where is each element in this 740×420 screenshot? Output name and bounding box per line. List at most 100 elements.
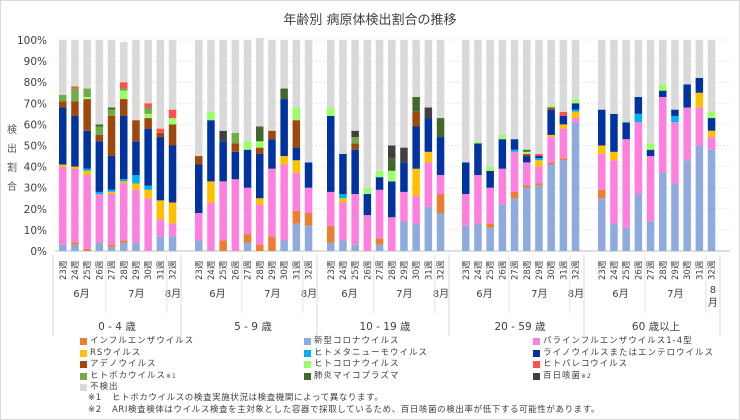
bar-segment-adeno: [195, 156, 203, 165]
y-tick-label: 60%: [24, 119, 47, 131]
bar-segment-parainfluenza: [510, 151, 519, 192]
bar-segment-none: [375, 40, 384, 171]
week-tick-label: 23週: [598, 260, 608, 280]
legend-label: インフルエンザウイルス: [90, 336, 195, 346]
bar-segment-mycoplasma: [523, 149, 531, 152]
week-tick-label: 26週: [363, 260, 373, 280]
age-group-label: 60 歳以上: [632, 321, 680, 333]
legend-label: ヒトパレコウイルス: [543, 359, 629, 369]
bar-segment-adeno: [231, 143, 240, 152]
bar-segment-parainfluenza: [547, 137, 555, 163]
bar-segment-rhino: [304, 162, 313, 188]
bar-segment-parainfluenza: [571, 118, 580, 123]
week-tick-label: 30週: [412, 260, 422, 280]
month-label: 6月: [341, 288, 357, 300]
legend-label: ヒトボカウイルス: [90, 370, 167, 381]
bar-segment-hcov: [547, 105, 555, 108]
bar-segment-influenza: [256, 244, 264, 251]
bar-segment-covid: [120, 242, 128, 251]
bar-segment-parainfluenza: [304, 187, 313, 214]
bar-segment-covid: [132, 242, 140, 251]
week-tick-label: 27週: [511, 260, 521, 280]
bar-segment-hcov: [168, 118, 177, 125]
bar-segment-adeno: [59, 101, 67, 108]
bar-segment-covid: [375, 244, 384, 251]
bar-segment-rhino: [107, 156, 116, 190]
legend-label: ヒトコロナウイルス: [314, 359, 400, 369]
bar-segment-parecho: [559, 111, 568, 116]
week-tick-label: 25週: [486, 260, 496, 280]
bar-segment-parainfluenza: [207, 202, 215, 251]
bar-segment-covid: [351, 244, 359, 251]
bar-segment-hcov: [83, 96, 91, 100]
bar-segment-covid: [523, 187, 531, 251]
bar-segment-none: [351, 40, 359, 131]
bar-segment-covid: [339, 240, 347, 251]
bar-segment-covid: [107, 246, 116, 251]
y-tick-label: 100%: [17, 35, 47, 47]
week-tick-label: 24週: [71, 260, 81, 280]
bar-segment-hcov: [256, 141, 264, 148]
bar-segment-parainfluenza: [610, 160, 618, 224]
bar-segment-rhino: [375, 177, 384, 190]
bar-segment-none: [71, 40, 79, 87]
bar-segment-rhino: [132, 141, 140, 176]
bar-segment-bocavirus: [351, 137, 359, 144]
age-group-label: 5 - 9 歳: [234, 321, 272, 333]
bar-segment-covid: [695, 145, 704, 251]
bar-segment-rs: [535, 160, 543, 167]
bar-segment-hcov: [144, 113, 152, 119]
y-tick-label: 80%: [24, 77, 47, 89]
bar-segment-none: [207, 40, 215, 112]
bar-segment-covid: [304, 225, 313, 251]
week-tick-label: 25週: [219, 260, 229, 280]
y-axis-label-char: 出: [7, 142, 17, 155]
bar-segment-covid: [535, 185, 543, 251]
legend-swatch: [80, 349, 87, 357]
bar-segment-adeno: [132, 120, 140, 142]
bar-segment-parainfluenza: [424, 162, 433, 207]
week-tick-label: 23週: [195, 260, 205, 280]
bar-segment-parainfluenza: [156, 219, 165, 237]
bar-segment-rhino: [231, 151, 240, 180]
bar-segment-rhino: [95, 141, 104, 192]
bar-segment-covid: [156, 236, 165, 251]
month-label: 8: [710, 285, 716, 296]
y-tick-label: 30%: [24, 183, 47, 195]
bar-segment-bocavirus: [120, 88, 128, 91]
week-tick-label: 25週: [622, 260, 632, 280]
month-label: 月: [708, 297, 718, 309]
bar-segment-none: [144, 40, 152, 104]
bar-segment-influenza: [486, 223, 494, 228]
legend-label: RSウイルス: [90, 347, 142, 358]
bar-segment-rs: [156, 200, 165, 220]
bar-segment-adeno: [268, 130, 276, 140]
legend-item-hcov: ヒトコロナウイルス: [304, 359, 428, 371]
bar-segment-rhino: [535, 156, 543, 159]
bar-segment-parainfluenza: [695, 107, 704, 146]
bar-segment-parainfluenza: [598, 153, 606, 190]
bar-segment-rhino: [547, 109, 555, 135]
week-tick-label: 27週: [647, 260, 657, 280]
bar-segment-none: [304, 40, 313, 163]
bar-segment-adeno: [292, 120, 301, 148]
bar-segment-parainfluenza: [256, 204, 264, 245]
legend-item-pertussis: 百日咳菌 ※2: [533, 371, 714, 383]
bar-segment-mycoplasma: [107, 107, 116, 110]
week-tick-label: 30週: [144, 260, 154, 280]
bar-segment-influenza: [120, 240, 128, 243]
bar-segment-parecho: [120, 82, 128, 89]
bar-segment-parainfluenza: [292, 172, 301, 211]
bar-segment-hcov: [571, 99, 580, 104]
bar-segment-rhino: [351, 149, 359, 195]
bar-segment-bocavirus: [95, 126, 104, 135]
bar-segment-rs: [339, 198, 347, 203]
bar-segment-parainfluenza: [95, 194, 104, 243]
bar-segment-rs: [168, 202, 177, 224]
bar-segment-bocavirus: [144, 107, 152, 114]
bar-segment-rhino: [622, 122, 630, 140]
y-axis-label-char: 割: [7, 161, 17, 174]
week-tick-label: 30週: [280, 260, 290, 280]
bar-segment-adeno: [256, 147, 264, 154]
